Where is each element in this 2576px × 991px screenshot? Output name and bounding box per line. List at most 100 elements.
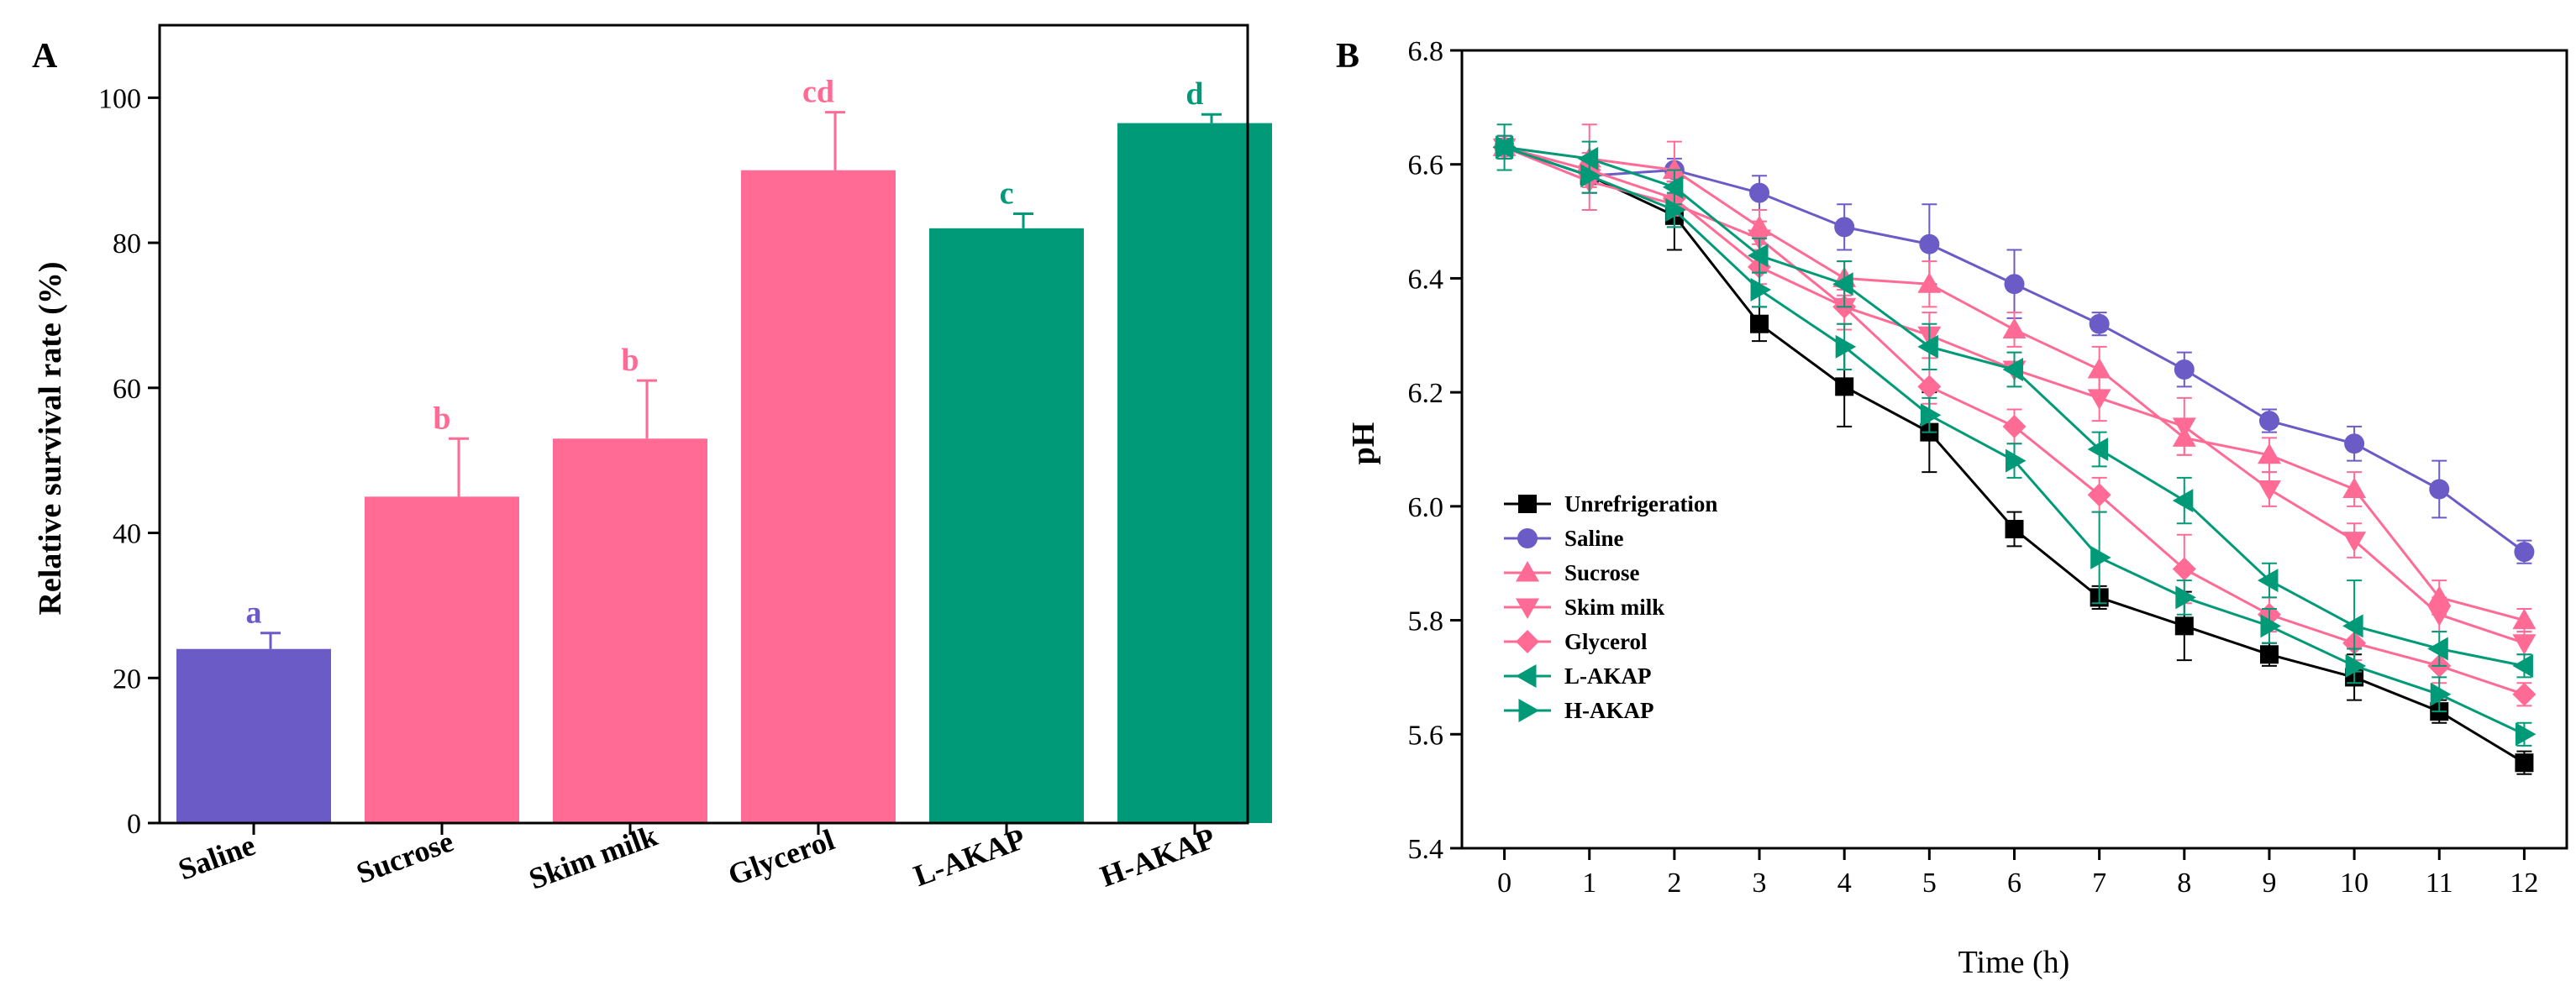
- x-tick-label: 4: [1837, 868, 1852, 899]
- triangle-left-marker: [2342, 614, 2363, 638]
- y-tick-label: 6.8: [1408, 36, 1444, 67]
- circle-marker: [2174, 359, 2195, 380]
- triangle-right-marker: [1920, 403, 1942, 427]
- triangle-down-marker: [2512, 634, 2537, 655]
- square-marker: [1518, 495, 1537, 513]
- diamond-marker: [2087, 483, 2111, 507]
- panel-b-plot-frame: [1460, 49, 2568, 850]
- triangle-down-marker: [2087, 389, 2111, 410]
- diamond-marker: [2512, 682, 2537, 706]
- bar-h-akap: [1117, 123, 1272, 823]
- circle-marker: [2089, 313, 2110, 334]
- series-skim-milk: [1492, 134, 2537, 656]
- triangle-right-marker: [1580, 164, 1601, 188]
- panel-a-y-axis-title: Relative survival rate (%): [33, 261, 68, 615]
- significance-label: cd: [802, 75, 834, 110]
- category-label: H-AKAP: [1096, 821, 1219, 894]
- triangle-right-marker: [2090, 545, 2111, 569]
- y-tick-label: 0: [127, 809, 141, 840]
- triangle-left-marker: [1917, 334, 1938, 359]
- circle-marker: [1517, 528, 1538, 548]
- x-tick-label: 7: [2092, 868, 2106, 899]
- bar-glycerol: [741, 170, 896, 823]
- triangle-up-marker: [2257, 443, 2281, 464]
- y-tick-label: 6.4: [1408, 264, 1444, 295]
- y-tick-label: 5.4: [1408, 834, 1444, 865]
- triangle-up-marker: [2087, 358, 2111, 379]
- panel-a: A Relative survival rate (%) 0 20 40 60 80 10…: [32, 24, 1272, 896]
- triangle-down-marker: [2427, 606, 2452, 627]
- series-line: [1504, 145, 2525, 668]
- triangle-left-marker: [2512, 653, 2533, 678]
- series-glycerol: [1492, 134, 2537, 707]
- x-tick-label: 9: [2262, 868, 2276, 899]
- legend-label: Saline: [1564, 526, 1624, 551]
- triangle-left-marker: [2002, 358, 2023, 381]
- significance-label: b: [433, 401, 450, 436]
- y-tick-label: 6.2: [1408, 378, 1444, 409]
- triangle-right-marker: [2260, 614, 2281, 638]
- x-tick-label: 0: [1497, 868, 1511, 899]
- bar-saline: [176, 648, 331, 823]
- bar-sucrose: [365, 496, 519, 823]
- triangle-right-marker: [2515, 722, 2537, 747]
- panel-b-y-axis-title: pH: [1346, 422, 1381, 465]
- legend-label: Unrefrigeration: [1564, 491, 1717, 516]
- y-tick-label: 5.6: [1408, 720, 1444, 751]
- y-tick-label: 6.0: [1408, 492, 1444, 523]
- circle-marker: [2344, 433, 2365, 454]
- triangle-left-marker: [1748, 244, 1769, 268]
- category-label: Glycerol: [723, 822, 839, 891]
- x-tick-label: 11: [2426, 868, 2453, 899]
- triangle-left-marker: [1832, 272, 1853, 296]
- panel-b: B pH Time (h) 5.4 5.6 5.8 6.0 6.2 6.4 6.6 6.8 0 1…: [1336, 36, 2568, 980]
- triangle-up-marker: [2342, 477, 2367, 498]
- triangle-right-marker: [1496, 135, 1517, 160]
- x-tick-label: 12: [2510, 868, 2538, 899]
- series-h-akap: [1496, 134, 2537, 747]
- triangle-left-marker: [2427, 637, 2448, 661]
- significance-label: a: [246, 595, 262, 631]
- circle-marker: [2258, 411, 2279, 432]
- bar-l-akap: [929, 228, 1084, 823]
- triangle-left-marker: [2257, 569, 2279, 593]
- panel-b-legend: Unrefrigeration Saline Sucrose Skim milk Gly…: [1504, 491, 1717, 723]
- significance-label: b: [621, 343, 639, 378]
- triangle-up-marker: [2427, 585, 2452, 606]
- x-tick-label: 8: [2177, 868, 2191, 899]
- category-label: L-AKAP: [909, 821, 1029, 893]
- triangle-right-marker: [2006, 448, 2027, 473]
- significance-label: c: [1000, 176, 1014, 212]
- circle-marker: [1834, 217, 1855, 238]
- triangle-left-marker: [2172, 489, 2194, 513]
- triangle-right-marker: [1835, 334, 1857, 359]
- triangle-up-marker: [1516, 561, 1539, 582]
- panel-b-label: B: [1336, 37, 1359, 76]
- square-marker: [2259, 645, 2279, 664]
- panel-a-plot-frame: [158, 24, 1249, 825]
- category-label: Skim milk: [524, 819, 661, 896]
- series-line: [1504, 145, 2525, 645]
- circle-marker: [2514, 542, 2535, 563]
- x-tick-label: 3: [1753, 868, 1767, 899]
- legend-label: L-AKAP: [1564, 663, 1652, 689]
- x-tick-label: 2: [1667, 868, 1681, 899]
- triangle-up-marker: [1662, 158, 1686, 179]
- y-tick-label: 6.6: [1408, 150, 1444, 181]
- diamond-marker: [2002, 414, 2027, 438]
- diamond-marker: [2172, 557, 2196, 581]
- significance-label: d: [1185, 76, 1203, 112]
- x-tick-label: 5: [1922, 868, 1937, 899]
- square-marker: [2174, 616, 2194, 636]
- x-tick-label: 10: [2340, 868, 2368, 899]
- legend-label: Glycerol: [1564, 629, 1648, 654]
- circle-marker: [2429, 479, 2450, 500]
- x-tick-label: 6: [2007, 868, 2021, 899]
- y-tick-label: 20: [113, 663, 141, 695]
- triangle-down-marker: [1516, 598, 1539, 619]
- triangle-right-marker: [1750, 278, 1772, 301]
- legend-label: Sucrose: [1564, 560, 1640, 585]
- y-tick-label: 60: [113, 374, 141, 405]
